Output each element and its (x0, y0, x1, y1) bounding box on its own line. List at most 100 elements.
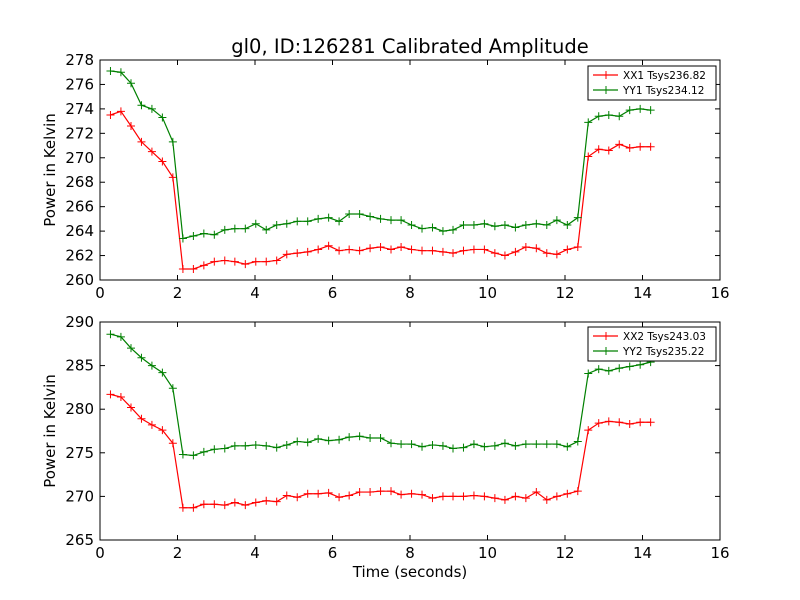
data-point (594, 145, 603, 154)
legend-label: YY1 Tsys234.12 (622, 85, 704, 97)
y-tick-label: 285 (65, 357, 94, 375)
data-point (573, 213, 582, 222)
x-tick-label: 8 (405, 284, 415, 302)
data-point (428, 494, 437, 503)
data-point (397, 216, 406, 225)
data-point (355, 246, 364, 255)
data-point (552, 250, 561, 259)
x-tick-label: 16 (710, 284, 729, 302)
data-point (106, 111, 115, 119)
data-point (594, 112, 603, 121)
data-point (511, 441, 520, 450)
data-point (158, 113, 167, 122)
data-point (480, 492, 489, 501)
data-point (438, 247, 447, 256)
legend-box (587, 326, 717, 362)
x-tick-label: 10 (478, 544, 497, 562)
top-subplot-xx1-yy1: 0 2 4 6 8 10 12 14 16 260 262 264 266 268 270 272 274 276… (41, 51, 730, 302)
data-point (407, 489, 416, 498)
x-tick-label: 2 (173, 544, 183, 562)
data-point (137, 137, 146, 146)
data-point (469, 491, 478, 500)
data-point (480, 442, 489, 451)
data-point (230, 257, 239, 266)
data-point (147, 147, 156, 156)
data-point (366, 244, 375, 253)
data-point (542, 440, 551, 449)
data-point (147, 420, 156, 429)
data-point (584, 369, 593, 378)
data-point (604, 111, 613, 119)
data-point (158, 157, 167, 166)
data-point (272, 256, 281, 265)
y-tick-label: 278 (65, 51, 94, 69)
data-point (282, 250, 291, 259)
data-point (314, 434, 323, 443)
data-point (127, 79, 135, 88)
series-line-yy1 (110, 70, 651, 240)
data-point (127, 403, 135, 412)
y-axis-label: Power in Kelvin (41, 113, 59, 227)
y-axis-label: Power in Kelvin (41, 374, 59, 488)
y-tick-label: 290 (65, 313, 94, 331)
data-point (407, 440, 416, 449)
legend-marker (602, 347, 610, 355)
data-point (500, 495, 509, 504)
data-point (646, 418, 655, 427)
data-point (324, 241, 333, 250)
data-point (625, 362, 634, 371)
data-point (532, 440, 541, 449)
data-point (137, 414, 146, 423)
data-point (335, 217, 344, 226)
data-point (220, 501, 229, 510)
data-point (500, 439, 509, 448)
data-point (459, 221, 468, 229)
data-point (573, 487, 582, 496)
data-point (251, 440, 260, 449)
legend: XX1 Tsys236.82 YY1 Tsys234.12 (587, 65, 717, 101)
x-tick-label: 10 (478, 284, 497, 302)
data-point (251, 219, 260, 228)
y-tick-label: 268 (65, 173, 94, 191)
data-point (282, 219, 291, 228)
data-point (345, 433, 354, 442)
x-tick-label: 14 (633, 284, 652, 302)
x-tick-label: 8 (405, 544, 415, 562)
data-point (314, 245, 323, 254)
data-point (594, 419, 603, 428)
legend: XX2 Tsys243.03 YY2 Tsys235.22 (587, 326, 717, 362)
data-point (220, 225, 229, 234)
y-tick-label: 272 (65, 124, 94, 142)
data-point (532, 244, 541, 253)
data-point (500, 251, 509, 260)
data-point (438, 441, 447, 450)
data-point (625, 420, 634, 429)
data-point (178, 234, 187, 243)
data-point (407, 221, 416, 229)
data-point (106, 330, 115, 339)
data-point (272, 443, 281, 452)
data-point (636, 142, 645, 151)
x-tick-label: 4 (250, 544, 260, 562)
data-point (241, 441, 250, 450)
data-point (262, 496, 271, 505)
y-tick-label: 266 (65, 198, 94, 216)
data-point (563, 442, 572, 451)
x-tick-label: 0 (95, 284, 105, 302)
data-point (387, 439, 396, 448)
data-point (376, 243, 385, 251)
data-point (397, 490, 406, 499)
data-point (345, 210, 354, 218)
y-tick-label: 275 (65, 444, 94, 462)
data-point (116, 68, 125, 77)
legend-marker (602, 86, 610, 94)
x-tick-label: 14 (633, 544, 652, 562)
y-tick-label: 270 (65, 487, 94, 505)
data-point (604, 146, 613, 155)
data-point (542, 249, 551, 258)
data-point (573, 243, 582, 251)
data-point (168, 173, 177, 182)
data-point (189, 451, 198, 460)
data-point (251, 498, 260, 507)
